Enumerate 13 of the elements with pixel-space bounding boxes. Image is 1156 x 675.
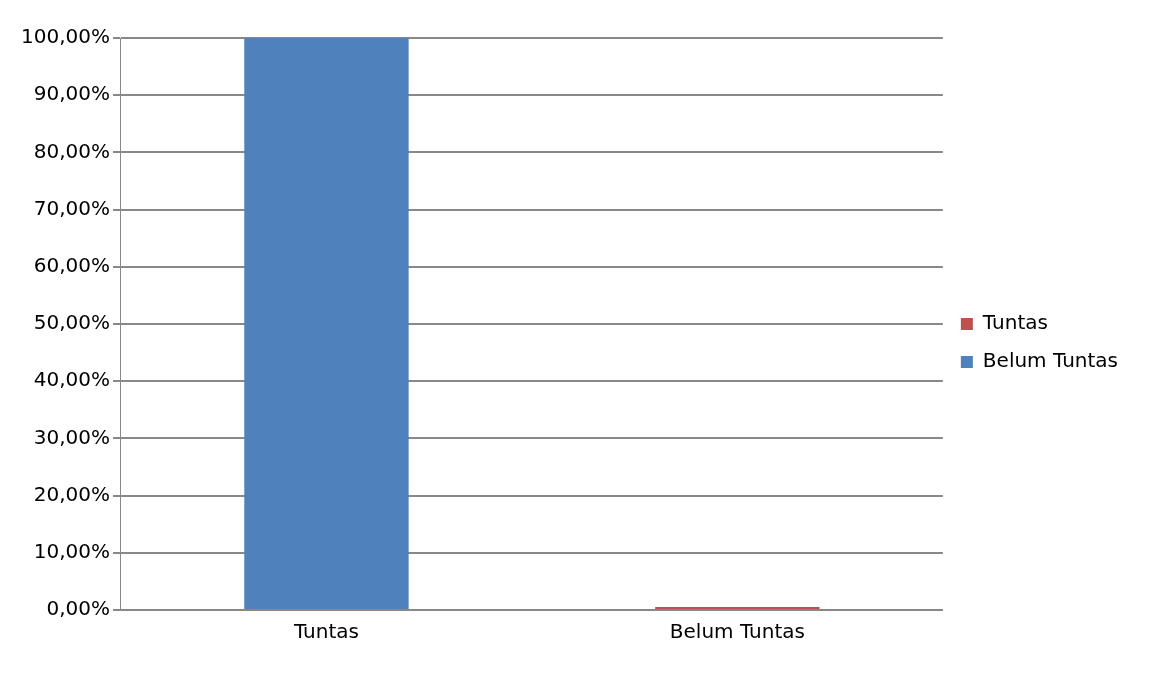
y-tick-label: 80,00% <box>33 138 110 163</box>
y-tick-label: 30,00% <box>33 424 110 449</box>
y-tick-label: 40,00% <box>33 367 110 392</box>
y-tick-label: 20,00% <box>33 481 110 506</box>
y-tick-label: 50,00% <box>33 310 110 335</box>
y-tick-label: 90,00% <box>33 81 110 106</box>
y-tick-label: 70,00% <box>33 195 110 220</box>
y-tick-label: 10,00% <box>33 539 110 563</box>
y-tick-label: 0,00% <box>46 596 110 621</box>
legend-label: Tuntas <box>981 310 1048 335</box>
legend-label: Belum Tuntas <box>982 348 1119 373</box>
y-tick-label: 100,00% <box>21 24 110 49</box>
y-tick-label: 60,00% <box>33 253 110 277</box>
